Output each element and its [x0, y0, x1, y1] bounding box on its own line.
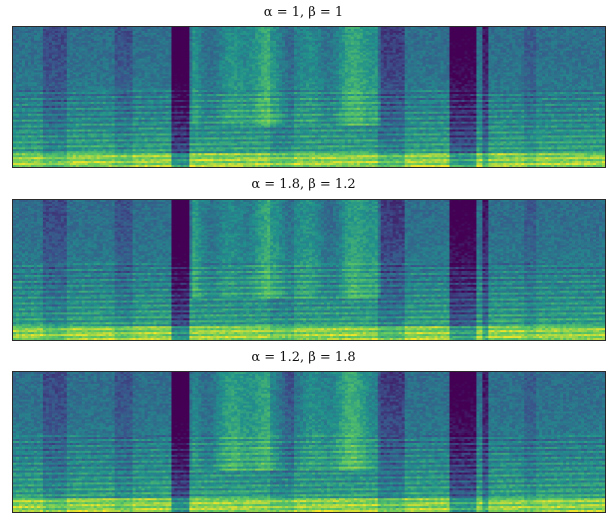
spectrogram-canvas-3 — [13, 372, 605, 512]
spectrogram-1 — [12, 26, 606, 168]
panel-title-1: α = 1, β = 1 — [0, 5, 607, 21]
panel-title-3: α = 1.2, β = 1.8 — [0, 350, 607, 366]
panel-title-2: α = 1.8, β = 1.2 — [0, 177, 607, 193]
spectrogram-3 — [12, 371, 606, 513]
spectrogram-2 — [12, 199, 606, 341]
spectrogram-canvas-1 — [13, 27, 605, 167]
spectrogram-canvas-2 — [13, 200, 605, 340]
